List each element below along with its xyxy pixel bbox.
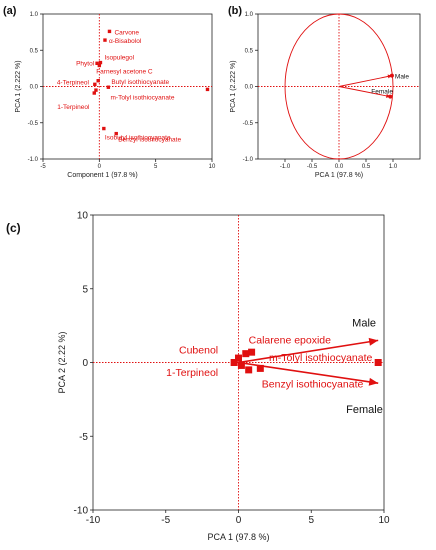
vector-line: [238, 339, 379, 364]
vector-line: [338, 75, 393, 87]
correlation-circle: [284, 13, 394, 160]
vector-arrowhead: [368, 337, 379, 346]
y-axis-label: PCA 1 (2.222 %): [15, 60, 22, 112]
x-axis-label: PCA 1 (97.8 %): [315, 172, 363, 179]
data-point: [103, 38, 107, 42]
y-tick-label: 5: [82, 284, 88, 295]
y-axis-label: PCA 1 (2.222 %): [230, 60, 237, 112]
chart-panel-1: (a) -5 0 5 10 -1.0 -0.5 0.0 0.5 1.0 Component 1 (9…: [3, 5, 216, 179]
y-tick-label: 1.0: [30, 12, 39, 18]
x-tick-label: 0.0: [335, 164, 344, 170]
x-tick-label: 0.5: [362, 164, 371, 170]
vector-label: Male: [395, 74, 409, 81]
point-label: m-Tolyl isothiocyanate: [110, 94, 174, 101]
vector-label: Male: [352, 317, 376, 329]
vector-endpoint: [389, 73, 394, 78]
x-tick-label: -0.5: [307, 164, 318, 170]
point-label: Isobutyl isothiocyanate: [105, 135, 171, 142]
chart-panel-3: (c) -10 -5 0 5 10 -10 -5 0 5 10 PCA 1 (97.8 %) PCA 2…: [6, 211, 390, 543]
y-tick-label: 10: [77, 211, 89, 222]
x-tick-label: 1.0: [389, 164, 398, 170]
x-tick-label: 0: [98, 164, 102, 170]
y-tick-label: -10: [74, 506, 89, 517]
data-point: [114, 131, 118, 136]
data-point: [94, 88, 98, 92]
point-label: m-Tolyl isothiocyanate: [269, 352, 372, 364]
point-label: Phytol: [76, 60, 95, 67]
data-point: [245, 366, 253, 374]
y-tick-label: -0.5: [243, 121, 254, 127]
x-tick-label: -1.0: [280, 164, 291, 170]
data-point: [106, 85, 111, 89]
data-point: [102, 126, 106, 131]
y-tick-label: 1.0: [245, 12, 254, 18]
point-label: Butyl isothiocyanate: [111, 79, 169, 86]
vector-arrowhead: [368, 377, 379, 386]
point-label: 1-Terpineol: [57, 104, 90, 111]
point-label: Carvone: [114, 29, 139, 36]
data-point: [98, 60, 103, 65]
data-point: [95, 61, 99, 65]
y-tick-label: -1.0: [28, 157, 39, 163]
x-tick-label: 10: [378, 515, 390, 526]
data-point: [96, 79, 100, 83]
x-axis-label: PCA 1 (97.8 %): [207, 532, 269, 542]
data-point: [374, 359, 382, 366]
y-tick-label: 0.0: [245, 85, 254, 91]
y-axis-label: PCA 2 (2.22 %): [57, 331, 67, 393]
panel-label: (a): [3, 5, 17, 17]
vector-label: Female: [346, 404, 383, 416]
y-tick-label: 0.0: [30, 85, 39, 91]
data-point: [93, 82, 97, 87]
data-point: [107, 29, 112, 34]
data-point: [235, 354, 242, 362]
x-axis-label: Component 1 (97.8 %): [67, 172, 137, 179]
y-tick-label: -1.0: [243, 157, 254, 163]
y-tick-label: 0: [82, 358, 88, 369]
point-label: Farnesyl acetone C: [96, 69, 153, 76]
panel-label: (b): [228, 5, 242, 17]
x-tick-label: 10: [209, 164, 216, 170]
point-label: α-Bisabolol: [109, 38, 142, 45]
x-tick-label: 5: [154, 164, 158, 170]
point-label: Benzyl isothiocyanate: [262, 379, 364, 391]
point-label: Benzyl isothiocyanate: [118, 137, 181, 144]
x-tick-label: -5: [161, 515, 170, 526]
y-tick-label: 0.5: [30, 48, 39, 54]
x-tick-label: -10: [86, 515, 101, 526]
panel-label: (c): [6, 221, 21, 235]
data-point: [248, 348, 256, 356]
data-point: [237, 361, 245, 369]
data-point: [256, 364, 264, 372]
x-tick-label: -5: [40, 164, 46, 170]
point-label: Isopulegol: [104, 55, 134, 62]
chart-panel-2: (b) -1.0 -0.5 0.0 0.5 1.0 -1.0 -0.5 0.0 0.5 1.0 PCA…: [228, 5, 421, 179]
data-point: [242, 350, 250, 358]
x-tick-label: 0: [236, 515, 242, 526]
vector-line: [238, 361, 379, 384]
vector-endpoint: [388, 94, 393, 99]
point-label: Cubenol: [179, 345, 218, 357]
y-tick-label: -0.5: [28, 121, 39, 127]
vector-line: [338, 86, 391, 98]
y-tick-label: -5: [79, 432, 88, 443]
data-point: [97, 63, 102, 68]
data-point: [230, 359, 238, 366]
vector-label: Female: [371, 89, 393, 96]
data-point: [205, 87, 210, 92]
y-tick-label: 0.5: [245, 48, 254, 54]
point-label: 1-Terpineol: [166, 367, 218, 379]
x-tick-label: 5: [308, 515, 314, 526]
point-label: 4-Terpineol: [57, 79, 90, 86]
point-label: Calarene epoxide: [249, 334, 331, 346]
data-point: [92, 91, 96, 95]
